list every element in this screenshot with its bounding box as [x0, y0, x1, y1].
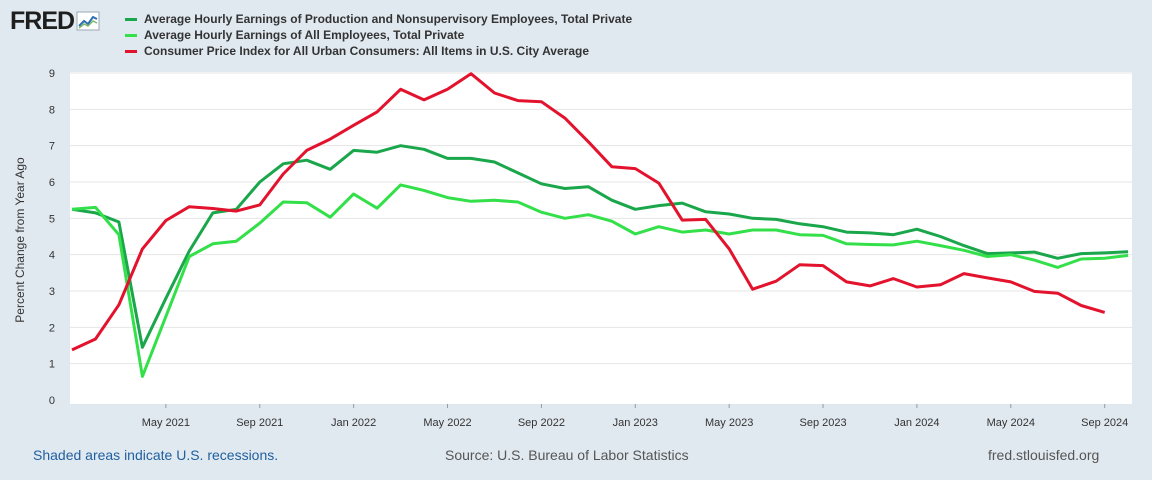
- x-tick-label: Sep 2022: [518, 417, 565, 429]
- legend-label: Average Hourly Earnings of All Employees…: [144, 28, 465, 42]
- y-tick-label: 0: [49, 395, 55, 407]
- y-tick-label: 2: [49, 322, 55, 334]
- source-note: Source: U.S. Bureau of Labor Statistics: [445, 447, 689, 463]
- x-tick-label: Jan 2024: [894, 417, 939, 429]
- fred-logo-text: FRED: [10, 6, 75, 35]
- y-tick-label: 9: [49, 68, 55, 80]
- y-tick-label: 5: [49, 213, 55, 225]
- x-tick-label: Sep 2024: [1081, 417, 1128, 429]
- y-tick-label: 4: [49, 250, 55, 262]
- y-tick-label: 3: [49, 286, 55, 298]
- x-tick-label: May 2024: [987, 417, 1035, 429]
- x-tick-label: May 2023: [705, 417, 753, 429]
- chart-trend-icon: [76, 11, 100, 31]
- series-line-3[interactable]: [71, 72, 1106, 352]
- line-chart[interactable]: 0 1 2 3 4 5 6 7 8 9 May 2021 Sep 2021 Jan 2022 May 2…: [0, 0, 1152, 440]
- x-tick-label: May 2022: [423, 417, 471, 429]
- x-tick-label: Sep 2023: [799, 417, 846, 429]
- site-link[interactable]: fred.stlouisfed.org: [988, 447, 1100, 463]
- legend-swatch: [125, 49, 137, 53]
- y-tick-label: 6: [49, 177, 55, 189]
- y-axis-label: Percent Change from Year Ago: [13, 157, 27, 323]
- legend-item[interactable]: Average Hourly Earnings of Production an…: [125, 11, 632, 27]
- legend-item[interactable]: Consumer Price Index for All Urban Consu…: [125, 43, 632, 59]
- legend-label: Consumer Price Index for All Urban Consu…: [144, 44, 589, 58]
- x-tick-label: May 2021: [142, 417, 190, 429]
- legend-item[interactable]: Average Hourly Earnings of All Employees…: [125, 27, 632, 43]
- x-tick-label: Jan 2022: [331, 417, 376, 429]
- y-tick-label: 8: [49, 104, 55, 116]
- legend-swatch: [125, 33, 137, 37]
- legend: Average Hourly Earnings of Production an…: [125, 11, 632, 59]
- x-tick-label: Sep 2021: [236, 417, 283, 429]
- legend-label: Average Hourly Earnings of Production an…: [144, 12, 633, 26]
- legend-swatch: [125, 17, 137, 21]
- y-tick-label: 7: [49, 141, 55, 153]
- y-tick-label: 1: [49, 359, 55, 371]
- x-tick-label: Jan 2023: [613, 417, 658, 429]
- recession-note: Shaded areas indicate U.S. recessions.: [33, 447, 279, 463]
- series-line-2[interactable]: [71, 183, 1129, 378]
- plot-area: [70, 72, 1132, 404]
- series-line-1[interactable]: [71, 144, 1129, 349]
- fred-logo[interactable]: FRED: [10, 6, 100, 35]
